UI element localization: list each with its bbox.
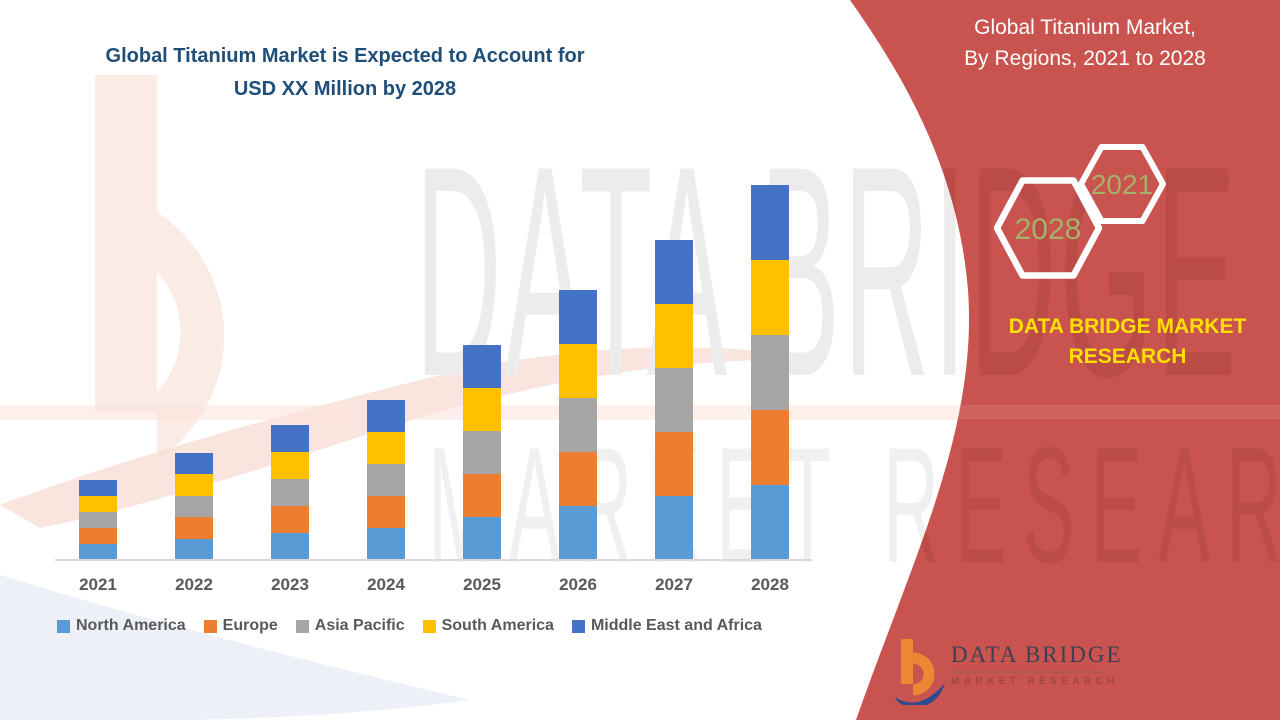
- bar-segment-2023-south-america: [271, 452, 309, 479]
- x-axis-label-2021: 2021: [79, 575, 117, 594]
- chart-title-line2: USD XX Million by 2028: [233, 78, 457, 100]
- bar-segment-2024-north-america: [367, 528, 405, 560]
- bar-segment-2025-south-america: [463, 388, 501, 431]
- bar-segment-2024-south-america: [367, 432, 405, 464]
- bar-segment-2027-asia-pacific: [655, 368, 693, 432]
- legend-item-asia-pacific: Asia Pacific: [295, 617, 405, 635]
- bar-segment-2021-asia-pacific: [79, 512, 117, 528]
- legend-item-europe: Europe: [203, 617, 278, 635]
- bar-segment-2022-south-america: [175, 474, 213, 496]
- legend-label: North America: [76, 617, 186, 634]
- bar-segment-2024-europe: [367, 496, 405, 528]
- bar-segment-2028-south-america: [751, 260, 789, 335]
- bar-segment-2025-middle-east-and-africa: [463, 345, 501, 388]
- bar-segment-2026-middle-east-and-africa: [559, 290, 597, 344]
- x-axis-label-2027: 2027: [655, 575, 693, 594]
- x-axis-label-2025: 2025: [463, 575, 501, 594]
- x-axis-label-2026: 2026: [559, 575, 597, 594]
- chart-title-line1: Global Titanium Market is Expected to Ac…: [105, 45, 585, 67]
- bar-segment-2022-asia-pacific: [175, 495, 213, 517]
- bar-segment-2026-asia-pacific: [559, 398, 597, 452]
- legend-item-middle-east-and-africa: Middle East and Africa: [571, 617, 762, 635]
- chart-title: Global Titanium Market is Expected to Ac…: [15, 40, 675, 106]
- legend-swatch: [571, 619, 585, 633]
- legend-label: Asia Pacific: [314, 617, 405, 634]
- bar-segment-2023-middle-east-and-africa: [271, 425, 309, 452]
- bar-segment-2028-europe: [751, 410, 789, 485]
- x-axis-label-2022: 2022: [175, 575, 213, 594]
- x-axis-label-2028: 2028: [751, 575, 789, 594]
- bar-segment-2024-middle-east-and-africa: [367, 400, 405, 432]
- legend-item-north-america: North America: [57, 617, 186, 635]
- bar-segment-2026-europe: [559, 452, 597, 506]
- legend-swatch: [422, 619, 436, 633]
- bar-segment-2027-europe: [655, 432, 693, 496]
- bar-segment-2022-middle-east-and-africa: [175, 452, 213, 474]
- bar-segment-2027-north-america: [655, 496, 693, 560]
- legend-swatch: [57, 619, 70, 633]
- bar-segment-2025-europe: [463, 474, 501, 517]
- bar-segment-2023-europe: [271, 506, 309, 533]
- bar-segment-2028-asia-pacific: [751, 335, 789, 410]
- legend-label: Middle East and Africa: [590, 617, 762, 634]
- bar-segment-2025-asia-pacific: [463, 431, 501, 474]
- bar-segment-2021-europe: [79, 528, 117, 544]
- legend-item-south-america: South America: [422, 617, 554, 635]
- bar-segment-2027-middle-east-and-africa: [655, 240, 693, 304]
- legend-swatch: [203, 619, 217, 633]
- x-axis-label-2024: 2024: [367, 575, 405, 594]
- plot-area: 2021 2022 2023 2024 2025 2026 2027 2028: [79, 185, 789, 594]
- red-side-panel: [850, 0, 1280, 720]
- bar-segment-2028-middle-east-and-africa: [751, 185, 789, 260]
- bar-segment-2027-south-america: [655, 304, 693, 368]
- x-axis-label-2023: 2023: [271, 575, 309, 594]
- legend: North America Europe Asia Pacific South Ame…: [57, 617, 762, 635]
- bar-segment-2025-north-america: [463, 517, 501, 560]
- legend-label: South America: [441, 617, 554, 634]
- bar-segment-2024-asia-pacific: [367, 464, 405, 496]
- bar-segment-2021-middle-east-and-africa: [79, 480, 117, 496]
- bar-segment-2026-north-america: [559, 506, 597, 560]
- bar-segment-2028-north-america: [751, 485, 789, 560]
- bar-segment-2023-north-america: [271, 533, 309, 560]
- x-axis-line: [55, 559, 812, 561]
- bar-segment-2022-north-america: [175, 538, 213, 560]
- legend-label: Europe: [222, 617, 278, 634]
- bar-segment-2021-south-america: [79, 496, 117, 512]
- bar-segment-2023-asia-pacific: [271, 479, 309, 506]
- bar-segment-2021-north-america: [79, 544, 117, 560]
- legend-swatch: [295, 619, 309, 633]
- bar-segment-2022-europe: [175, 517, 213, 539]
- bar-segment-2026-south-america: [559, 344, 597, 398]
